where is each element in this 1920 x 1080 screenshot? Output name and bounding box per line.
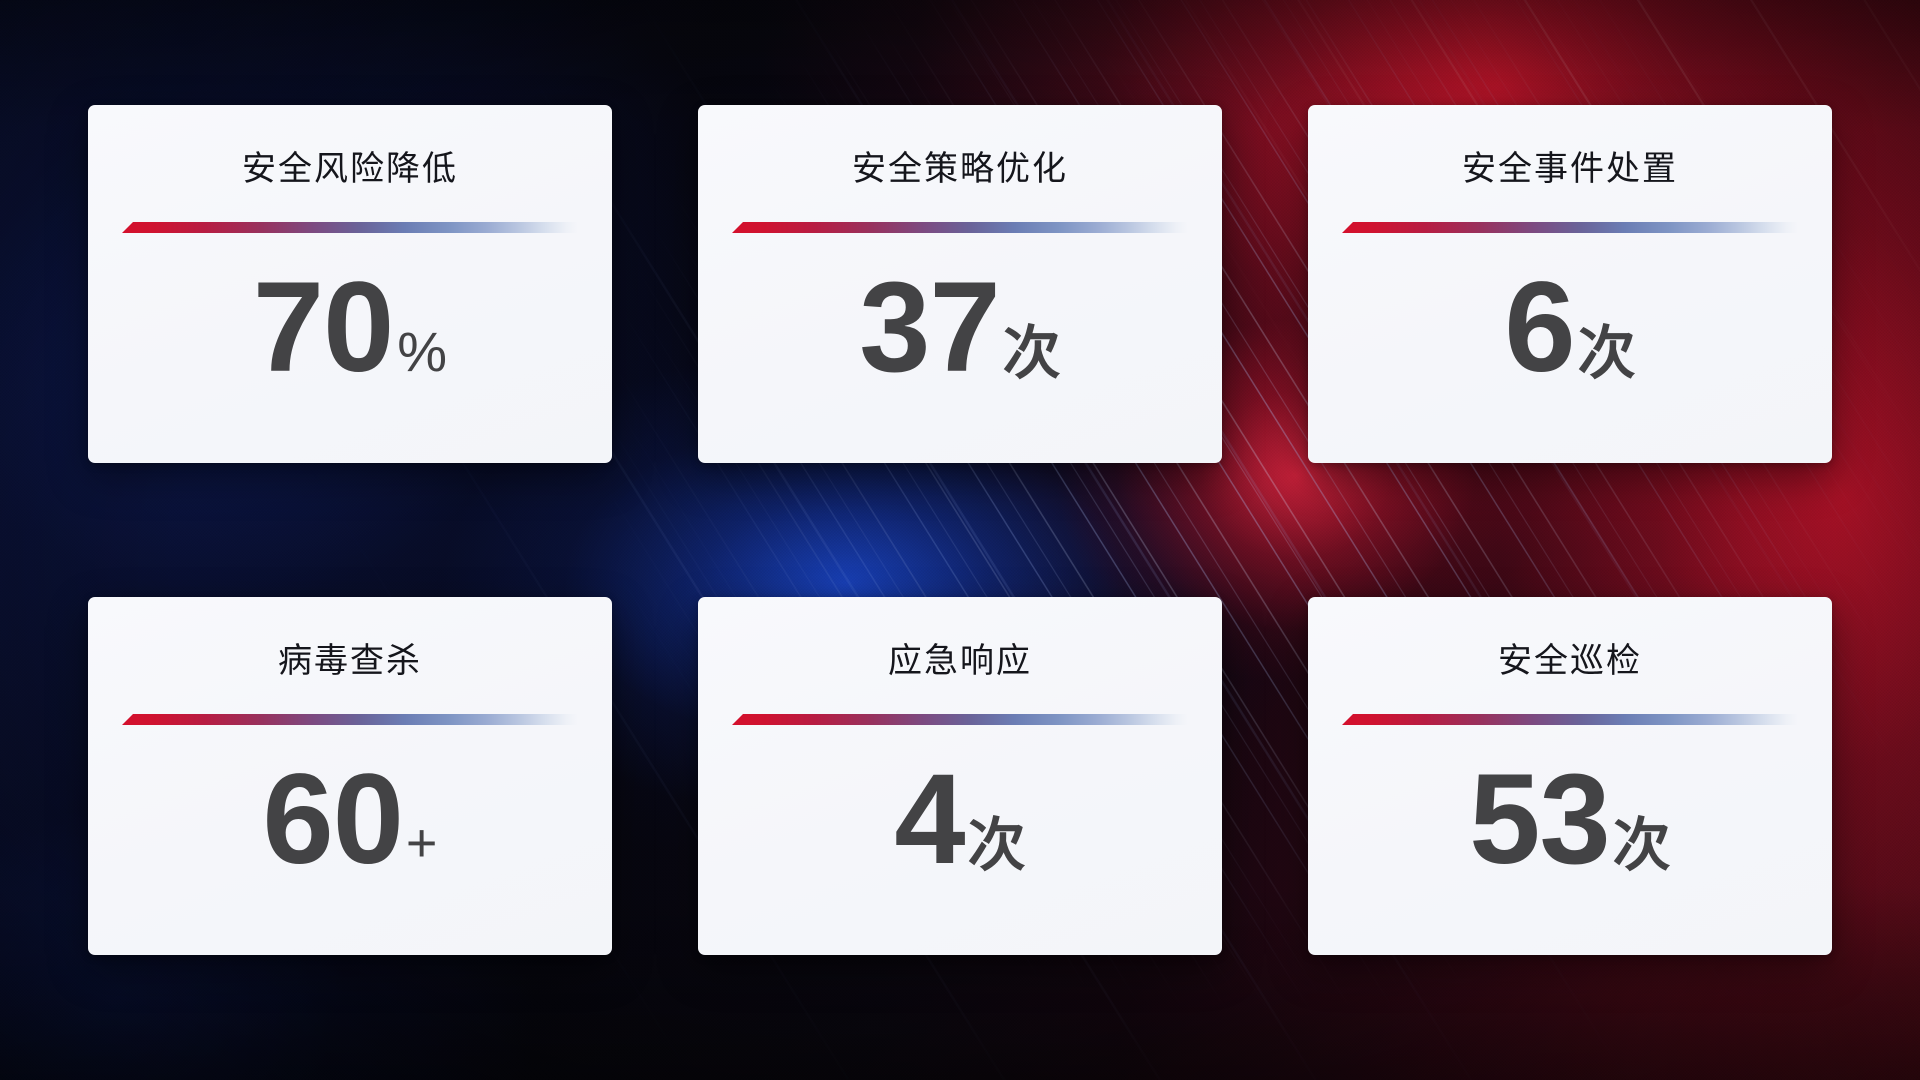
metric-card-title: 应急响应: [888, 642, 1032, 680]
metric-card-grid: 安全风险降低 70% 安全策略优化 37 次安全事件处置 6 次病毒查杀 60 + 应急响应 4 次安…: [88, 105, 1832, 955]
metric-card-title: 安全事件处置: [1462, 150, 1678, 188]
metric-value-unit: 次: [1612, 813, 1671, 879]
gradient-rule: [122, 222, 578, 233]
metric-card-title: 安全风险降低: [242, 150, 458, 188]
metric-value-unit: +: [405, 813, 438, 874]
metric-card-divider: [732, 222, 1188, 233]
metric-card-title: 安全巡检: [1498, 642, 1642, 680]
gradient-rule: [122, 714, 578, 725]
metric-card-divider: [1342, 222, 1798, 233]
gradient-rule: [732, 714, 1188, 725]
metric-value-number: 53: [1469, 748, 1610, 892]
metric-card-title: 病毒查杀: [278, 642, 422, 680]
metric-value-unit: %: [397, 320, 448, 384]
gradient-rule: [732, 222, 1188, 233]
metric-card-security-risk-reduction[interactable]: 安全风险降低 70%: [88, 105, 612, 463]
metric-value-row: 37 次: [732, 256, 1188, 400]
metric-card-security-incident-handling[interactable]: 安全事件处置 6 次: [1308, 105, 1832, 463]
metric-value-row: 53 次: [1342, 748, 1798, 892]
metric-card-emergency-response[interactable]: 应急响应 4 次: [698, 597, 1222, 955]
metric-value-unit: 次: [1577, 321, 1636, 387]
metric-card-virus-scan-removal[interactable]: 病毒查杀 60 +: [88, 597, 612, 955]
metric-value-row: 60 +: [122, 748, 578, 892]
metric-card-title: 安全策略优化: [852, 150, 1068, 188]
metric-value-number: 37: [859, 256, 1000, 400]
metric-card-divider: [1342, 714, 1798, 725]
metric-value-unit: 次: [967, 813, 1026, 879]
metric-card-divider: [732, 714, 1188, 725]
metric-value-number: 70: [252, 256, 394, 400]
metric-value-number: 60: [262, 748, 404, 892]
metric-card-security-inspection[interactable]: 安全巡检 53 次: [1308, 597, 1832, 955]
metric-value-number: 4: [894, 748, 965, 892]
metric-card-divider: [122, 714, 578, 725]
metric-value-unit: 次: [1002, 321, 1061, 387]
metric-card-security-policy-optimization[interactable]: 安全策略优化 37 次: [698, 105, 1222, 463]
gradient-rule: [1342, 222, 1798, 233]
metric-card-divider: [122, 222, 578, 233]
gradient-rule: [1342, 714, 1798, 725]
metric-value-number: 6: [1504, 256, 1575, 400]
metric-value-row: 70%: [122, 256, 578, 400]
